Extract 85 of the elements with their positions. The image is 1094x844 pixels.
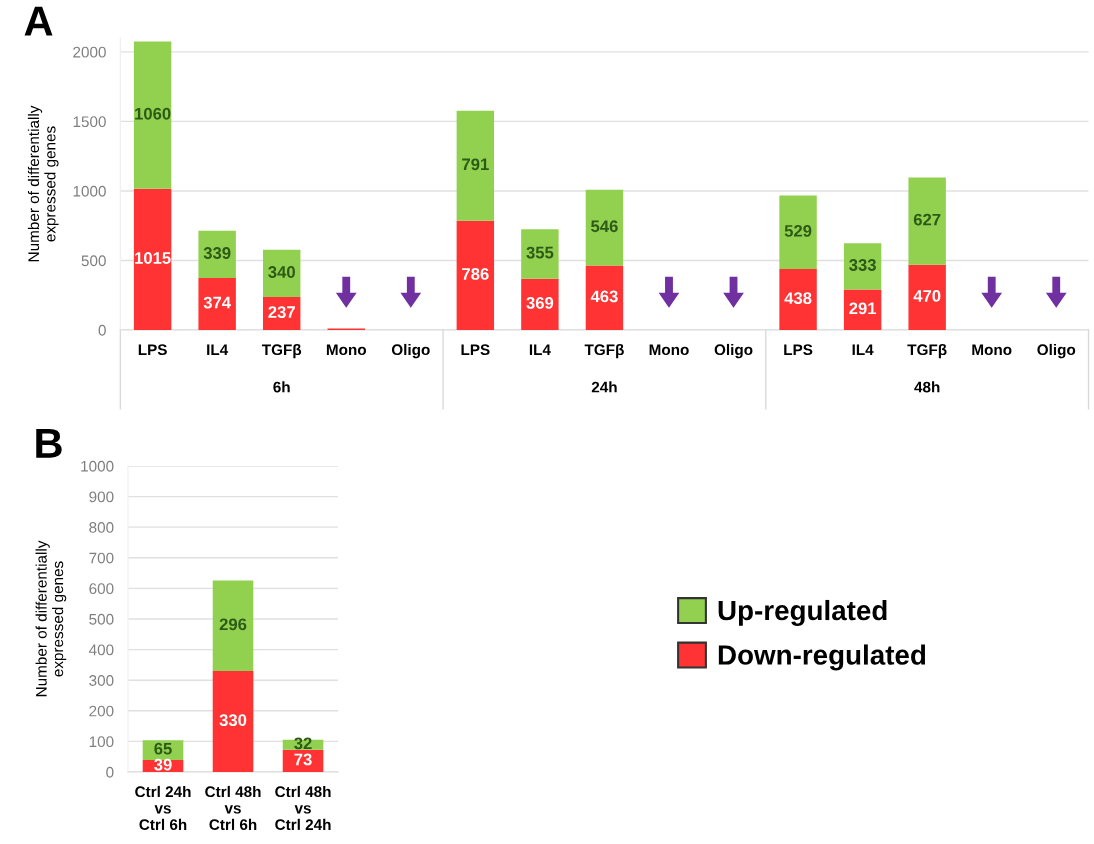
bar bbox=[456, 220, 495, 330]
x-tick-label: Oligo bbox=[1037, 343, 1076, 359]
y-axis-title: Number of differentially expressed genes bbox=[35, 540, 67, 697]
text: 48h bbox=[914, 381, 940, 393]
data-label: 339 bbox=[203, 247, 231, 259]
x-tick-label: Ctrl 24h vs Ctrl 6h bbox=[135, 785, 191, 831]
data-label: 291 bbox=[849, 302, 877, 315]
data-label: 546 bbox=[591, 220, 618, 233]
data-label: 1060 bbox=[135, 107, 171, 120]
x-tick-label: Ctrl 48h vs Ctrl 6h bbox=[205, 785, 261, 831]
y-tick-label: 200 bbox=[89, 705, 114, 717]
data-label: 463 bbox=[590, 290, 618, 303]
data-label: 296 bbox=[219, 618, 247, 631]
legend-label: Up-regulated bbox=[718, 599, 887, 626]
bar bbox=[908, 264, 946, 330]
legend-label: Down-regulated bbox=[718, 644, 926, 671]
x-tick-label: IL4 bbox=[852, 344, 874, 355]
y-tick-label: 1500 bbox=[73, 116, 106, 128]
data-label: 65 bbox=[154, 742, 172, 755]
y-tick-label: 800 bbox=[89, 522, 114, 533]
data-label: 32 bbox=[294, 737, 312, 750]
data-label: 374 bbox=[203, 296, 231, 309]
x-tick-label: TGFβ bbox=[907, 343, 947, 359]
bar bbox=[133, 41, 172, 189]
y-tick-label: 900 bbox=[89, 491, 114, 503]
x-tick-label: LPS bbox=[138, 344, 167, 356]
x-tick-label: TGFβ bbox=[584, 343, 624, 359]
y-tick-label: 400 bbox=[88, 644, 114, 656]
x-tick-label: TGFβ bbox=[261, 343, 302, 359]
x-tick-label: Oligo bbox=[391, 343, 430, 359]
data-label: 237 bbox=[268, 306, 295, 319]
data-label: 39 bbox=[154, 758, 172, 771]
y-tick-label: 500 bbox=[81, 255, 106, 267]
bar bbox=[908, 177, 946, 265]
data-label: 627 bbox=[913, 213, 941, 226]
x-tick-label: IL4 bbox=[529, 344, 551, 355]
y-tick-label: 1000 bbox=[73, 185, 106, 197]
bar bbox=[198, 230, 236, 278]
bar bbox=[585, 265, 624, 330]
bar bbox=[198, 278, 236, 330]
bar bbox=[133, 188, 172, 330]
data-label: 529 bbox=[784, 224, 812, 237]
y-tick-label: 300 bbox=[89, 675, 114, 686]
data-label: 333 bbox=[849, 259, 876, 271]
bar bbox=[521, 229, 559, 279]
bar bbox=[212, 671, 254, 773]
y-axis-title: Number of differentially expressed genes bbox=[27, 105, 59, 262]
text: 6h bbox=[273, 381, 290, 393]
y-tick-label: 0 bbox=[98, 324, 106, 336]
y-tick-label: 2000 bbox=[73, 46, 106, 58]
x-tick-label: Mono bbox=[972, 344, 1012, 356]
chart-title: A bbox=[24, 6, 53, 36]
x-tick-label: Oligo bbox=[714, 343, 753, 359]
bar bbox=[843, 243, 882, 290]
chart-title: B bbox=[36, 428, 62, 458]
data-label: 438 bbox=[784, 292, 812, 305]
y-tick-label: 1000 bbox=[81, 460, 114, 472]
data-label: 355 bbox=[526, 246, 554, 259]
y-tick-label: 700 bbox=[89, 552, 114, 564]
bar bbox=[262, 249, 301, 298]
data-label: 791 bbox=[462, 158, 489, 171]
y-tick-label: 500 bbox=[89, 613, 114, 625]
bar bbox=[779, 195, 817, 270]
data-label: 330 bbox=[219, 714, 247, 727]
data-label: 73 bbox=[294, 753, 312, 766]
x-tick-label: Mono bbox=[326, 344, 367, 356]
bar bbox=[212, 580, 254, 672]
data-label: 340 bbox=[268, 266, 295, 278]
x-tick-label: LPS bbox=[784, 344, 813, 356]
x-tick-label: LPS bbox=[461, 344, 490, 356]
text: 24h bbox=[591, 381, 617, 393]
y-tick-label: 100 bbox=[89, 736, 114, 748]
y-tick-label: 0 bbox=[106, 766, 114, 778]
x-tick-label: IL4 bbox=[207, 344, 229, 355]
x-tick-label: Ctrl 48h vs Ctrl 24h bbox=[275, 785, 331, 831]
bar bbox=[456, 110, 495, 221]
data-label: 470 bbox=[913, 290, 941, 302]
y-tick-label: 600 bbox=[89, 583, 114, 595]
data-label: 369 bbox=[526, 297, 554, 309]
bar bbox=[779, 269, 817, 330]
bar bbox=[521, 278, 559, 330]
data-label: 1015 bbox=[135, 252, 171, 264]
bar bbox=[585, 189, 624, 266]
x-tick-label: Mono bbox=[649, 344, 689, 356]
data-label: 786 bbox=[462, 268, 489, 280]
